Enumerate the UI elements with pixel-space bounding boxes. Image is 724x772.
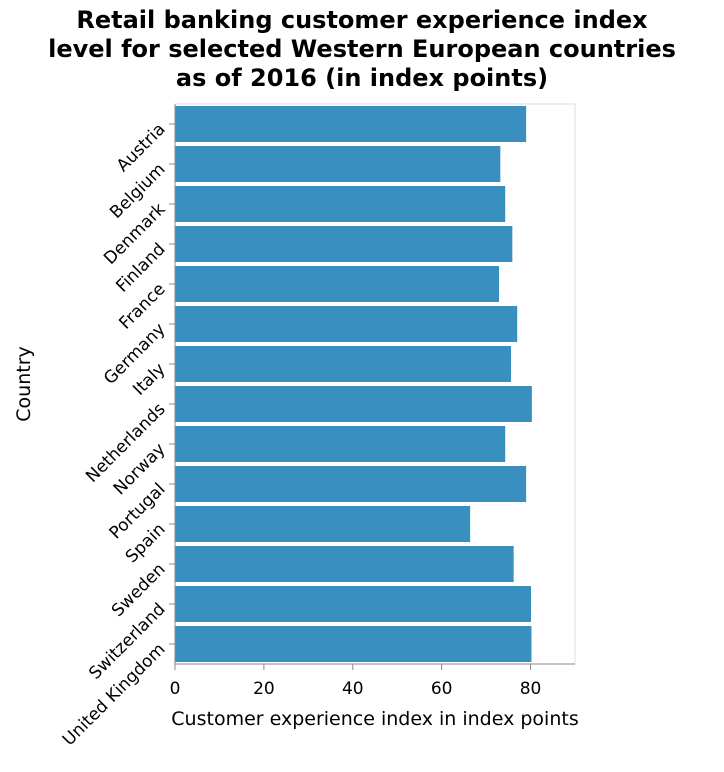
bar-belgium <box>175 146 501 182</box>
bar-sweden <box>175 546 514 582</box>
bar-united-kingdom <box>175 626 532 662</box>
bar-switzerland <box>175 586 531 622</box>
y-axis-title: Country <box>13 346 35 421</box>
x-tick-label-40: 40 <box>342 679 364 699</box>
x-tick-label-0: 0 <box>170 679 181 699</box>
y-axis: AustriaBelgiumDenmarkFinlandFranceGerman… <box>59 104 176 750</box>
bar-austria <box>175 106 527 142</box>
chart-title-line-1: Retail banking customer experience index <box>76 6 648 34</box>
bar-denmark <box>175 186 506 222</box>
bar-portugal <box>175 466 527 502</box>
bars-group <box>175 106 532 662</box>
chart-title: Retail banking customer experience index… <box>0 6 724 93</box>
bar-finland <box>175 226 513 262</box>
chart-title-line-2: level for selected Western European coun… <box>48 35 676 63</box>
bar-netherlands <box>175 386 532 422</box>
bar-france <box>175 266 499 302</box>
x-tick-label-60: 60 <box>431 679 453 699</box>
bar-spain <box>175 506 471 542</box>
x-tick-label-80: 80 <box>520 679 542 699</box>
x-axis: 0 20 40 60 80 <box>170 663 575 699</box>
bar-germany <box>175 306 518 342</box>
bar-italy <box>175 346 511 382</box>
x-axis-title: Customer experience index in index point… <box>171 708 578 730</box>
bar-norway <box>175 426 506 462</box>
x-tick-label-20: 20 <box>253 679 275 699</box>
chart-title-line-3: as of 2016 (in index points) <box>175 64 549 92</box>
